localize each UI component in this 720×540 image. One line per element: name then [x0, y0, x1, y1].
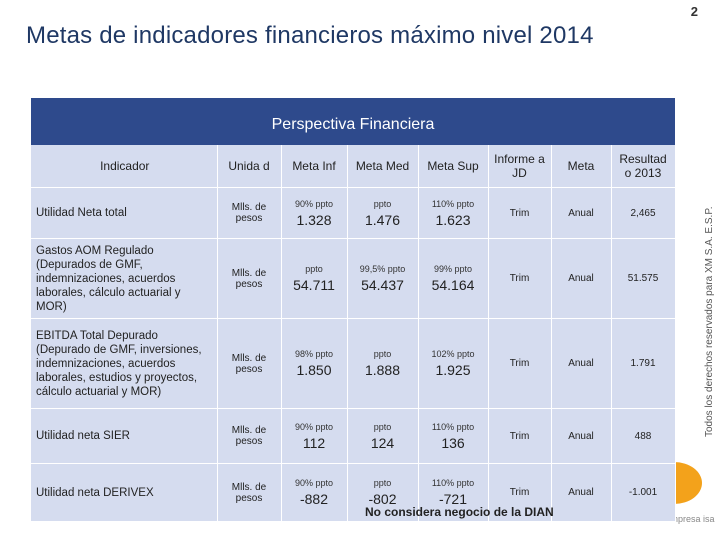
meta-cell: Anual — [551, 187, 612, 239]
meta-inf-value: 54.711 — [293, 277, 335, 293]
meta-inf-value: -882 — [299, 491, 329, 507]
meta-med-note: ppto — [373, 478, 392, 488]
meta-sup-value: 1.623 — [435, 211, 471, 228]
meta-sup-cell: 110% ppto -721 — [418, 463, 489, 522]
meta-sup-cell: 102% ppto 1.925 — [418, 318, 489, 409]
page-number: 2 — [690, 4, 698, 19]
meta-inf-cell: 90% ppto 1.328 — [281, 187, 348, 239]
meta-sup-note: 110% ppto — [431, 478, 475, 488]
meta-cell: Anual — [551, 408, 612, 464]
header-meta-inf: Meta Inf — [281, 145, 348, 188]
meta-inf-note: 90% ppto — [294, 478, 334, 488]
meta-sup-cell: 99% ppto 54.164 — [418, 238, 489, 319]
meta-sup-note: 102% ppto — [431, 349, 475, 359]
resultado-cell: 488 — [611, 408, 676, 464]
meta-inf-note: ppto — [305, 264, 323, 274]
meta-sup-value: 54.164 — [431, 277, 475, 293]
table-row: EBITDA Total Depurado (Depurado de GMF, … — [31, 318, 676, 409]
indicator-name: Utilidad neta DERIVEX — [31, 463, 218, 522]
meta-med-cell: ppto 124 — [347, 408, 419, 464]
resultado-cell: 2,465 — [611, 187, 676, 239]
meta-med-note: ppto — [373, 349, 392, 359]
meta-inf-note: 90% ppto — [294, 198, 334, 209]
informe-cell: Trim — [488, 463, 552, 522]
meta-sup-note: 99% ppto — [433, 264, 473, 274]
meta-med-value: -802 — [368, 491, 397, 507]
table-row: Utilidad neta SIER Mlls. de pesos 90% pp… — [31, 408, 676, 464]
meta-med-cell: 99,5% ppto 54.437 — [347, 238, 419, 319]
table-row: Utilidad neta DERIVEX Mlls. de pesos 90%… — [31, 463, 676, 522]
financial-goals-table: Indicador Unida d Meta Inf Meta Med Meta… — [31, 145, 676, 522]
meta-sup-note: 110% ppto — [431, 421, 475, 432]
informe-cell: Trim — [488, 408, 552, 464]
meta-inf-cell: ppto 54.711 — [281, 238, 348, 319]
meta-inf-note: 98% ppto — [294, 349, 334, 359]
meta-sup-value: 1.925 — [435, 362, 471, 378]
meta-med-note: ppto — [373, 198, 392, 209]
table-row: Gastos AOM Regulado (Depurados de GMF, i… — [31, 238, 676, 319]
meta-sup-value: -721 — [438, 491, 468, 507]
resultado-cell: 1.791 — [611, 318, 676, 409]
meta-cell: Anual — [551, 238, 612, 319]
header-indicador: Indicador — [31, 145, 218, 188]
resultado-cell: -1.001 — [611, 463, 676, 522]
indicator-name: Utilidad neta SIER — [31, 408, 218, 464]
meta-med-value: 124 — [370, 434, 395, 451]
header-meta-sup: Meta Sup — [418, 145, 489, 188]
unit-cell: Mlls. de pesos — [217, 318, 282, 409]
resultado-cell: 51.575 — [611, 238, 676, 319]
header-unidad: Unida d — [217, 145, 282, 188]
meta-sup-cell: 110% ppto 1.623 — [418, 187, 489, 239]
meta-inf-cell: 98% ppto 1.850 — [281, 318, 348, 409]
dian-footnote: No considera negocio de la DIAN — [365, 505, 554, 519]
copyright-note: Todos los derechos reservados para XM S.… — [704, 206, 715, 438]
meta-med-note: 99,5% ppto — [359, 264, 406, 274]
header-meta-med: Meta Med — [347, 145, 419, 188]
unit-cell: Mlls. de pesos — [217, 187, 282, 239]
table-header-row: Indicador Unida d Meta Inf Meta Med Meta… — [31, 145, 676, 188]
meta-sup-note: 110% ppto — [431, 198, 475, 209]
header-resultado: Resultad o 2013 — [611, 145, 676, 188]
header-meta: Meta — [551, 145, 612, 188]
informe-cell: Trim — [488, 187, 552, 239]
meta-med-cell: ppto 1.888 — [347, 318, 419, 409]
informe-cell: Trim — [488, 318, 552, 409]
page-title: Metas de indicadores financieros máximo … — [26, 22, 594, 49]
indicator-name: Utilidad Neta total — [31, 187, 218, 239]
meta-med-note: ppto — [373, 421, 392, 432]
informe-cell: Trim — [488, 238, 552, 319]
meta-inf-cell: 90% ppto -882 — [281, 463, 348, 522]
meta-inf-value: 1.850 — [296, 362, 332, 378]
table-caption: Perspectiva Financiera — [31, 98, 675, 145]
meta-med-value: 54.437 — [361, 277, 404, 293]
meta-inf-value: 112 — [302, 434, 326, 451]
indicator-name: EBITDA Total Depurado (Depurado de GMF, … — [31, 318, 218, 409]
header-informe: Informe a JD — [488, 145, 552, 188]
meta-inf-value: 1.328 — [296, 211, 332, 228]
meta-sup-value: 136 — [441, 434, 465, 451]
unit-cell: Mlls. de pesos — [217, 408, 282, 464]
unit-cell: Mlls. de pesos — [217, 463, 282, 522]
meta-sup-cell: 110% ppto 136 — [418, 408, 489, 464]
indicator-name: Gastos AOM Regulado (Depurados de GMF, i… — [31, 238, 218, 319]
unit-cell: Mlls. de pesos — [217, 238, 282, 319]
meta-med-value: 1.476 — [364, 211, 401, 228]
meta-cell: Anual — [551, 318, 612, 409]
meta-med-cell: ppto -802 — [347, 463, 419, 522]
meta-inf-cell: 90% ppto 112 — [281, 408, 348, 464]
table-row: Utilidad Neta total Mlls. de pesos 90% p… — [31, 187, 676, 239]
meta-med-cell: ppto 1.476 — [347, 187, 419, 239]
meta-inf-note: 90% ppto — [294, 421, 334, 432]
meta-cell: Anual — [551, 463, 612, 522]
logo-subtext: una empresa isa — [648, 514, 715, 524]
meta-med-value: 1.888 — [364, 362, 401, 378]
